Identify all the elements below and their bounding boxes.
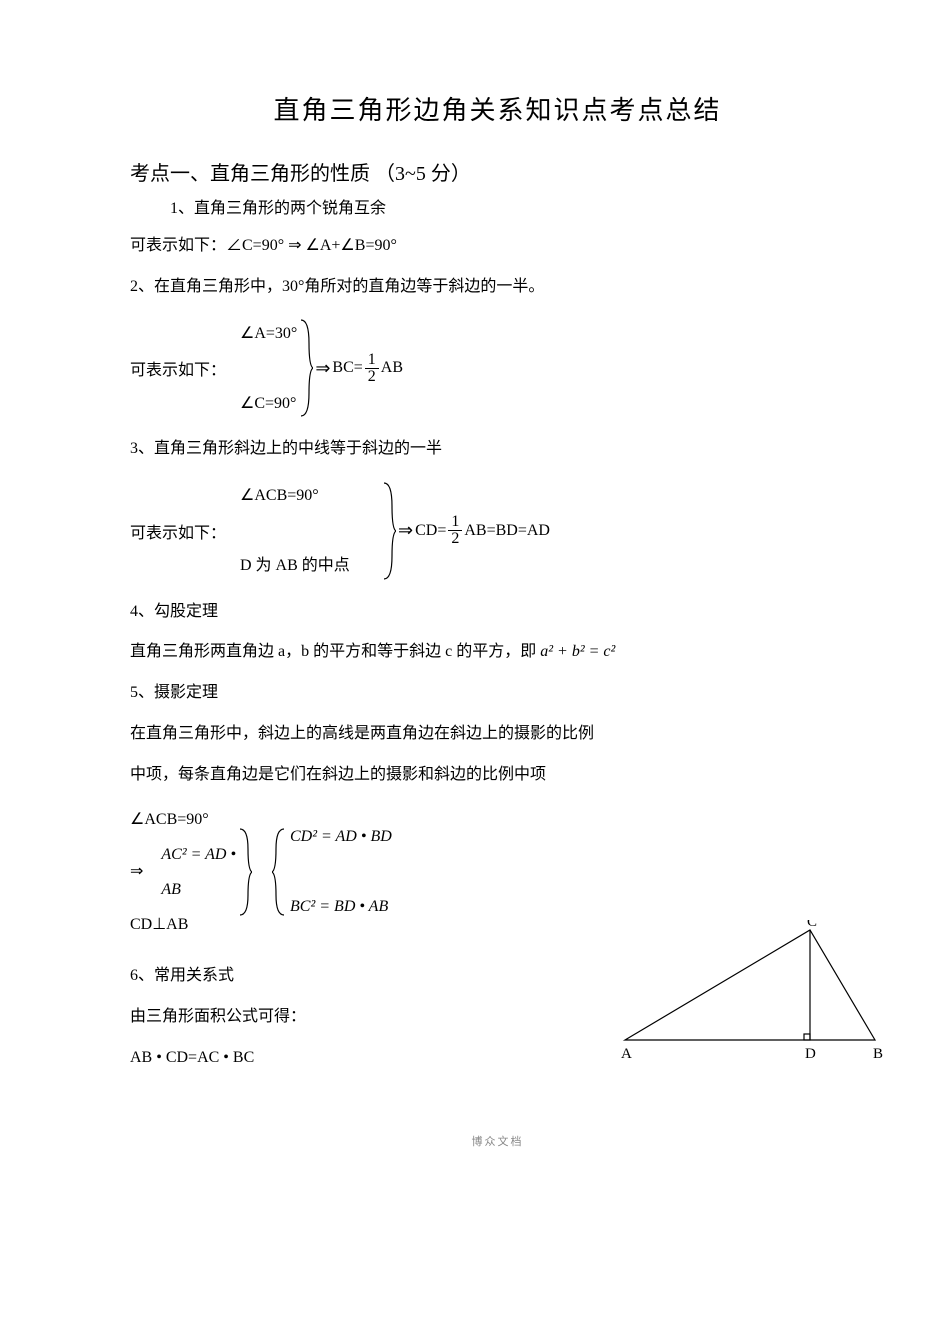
diagram-label-d: D [805, 1046, 816, 1062]
point-3-cond1: ∠ACB=90° [240, 478, 319, 513]
point-4-formula: a² + b² = c² [540, 643, 615, 660]
point-2-result-pre: BC= [332, 359, 362, 377]
diagram-label-b: B [873, 1046, 883, 1062]
brace-icon [238, 827, 252, 917]
p5-r2: BC² = BD • AB [290, 889, 388, 924]
point-2-result-post: AB [381, 359, 403, 377]
point-2: 2、在直角三角形中，30°角所对的直角边等于斜边的一半。 [130, 273, 865, 302]
diagram-label-a: A [621, 1046, 632, 1062]
point-3-label: 可表示如下： [130, 519, 240, 543]
frac-den: 2 [448, 531, 462, 547]
triangle-diagram: A B C D [615, 920, 895, 1070]
point-4-text: 直角三角形两直角边 a，b 的平方和等于斜边 c 的平方，即 a² + b² =… [130, 638, 865, 667]
point-5b: 中项，每条直角边是它们在斜边上的摄影和斜边的比例中项 [130, 761, 865, 790]
point-1: 1、直角三角形的两个锐角互余 [170, 194, 865, 218]
point-4: 4、勾股定理 [130, 598, 865, 627]
frac-den: 2 [365, 369, 379, 385]
diagram-label-c: C [807, 920, 817, 930]
p5-r1: CD² = AD • BD [290, 819, 392, 854]
point-2-label: 可表示如下： [130, 356, 240, 380]
point-2-formula: 可表示如下： ∠A=30° ∠C=90° ⇒ BC= 1 2 AB [130, 316, 865, 422]
arrow-icon: ⇒ [315, 358, 330, 379]
page-title: 直角三角形边角关系知识点考点总结 [130, 90, 865, 127]
point-3-result-post: AB=BD=AD [464, 522, 550, 540]
point-4-text-pre: 直角三角形两直角边 a，b 的平方和等于斜边 c 的平方，即 [130, 643, 536, 660]
p5-cond2: CD⊥AB [130, 907, 188, 942]
brace-icon [382, 481, 396, 581]
point-3-formula: 可表示如下： ∠ACB=90° D 为 AB 的中点 ⇒ CD= 1 2 AB=… [130, 478, 865, 584]
point-3-cond2: D 为 AB 的中点 [240, 548, 350, 583]
point-3-result-pre: CD= [415, 522, 446, 540]
point-2-cond1: ∠A=30° [240, 316, 297, 351]
point-5a: 在直角三角形中，斜边上的高线是两直角边在斜边上的摄影的比例 [130, 720, 865, 749]
footer-text: 博众文档 [130, 1133, 865, 1149]
frac-num: 1 [365, 352, 379, 369]
section-heading-1: 考点一、直角三角形的性质 （3~5 分） [130, 157, 865, 186]
p5-mid: AC² = AD • AB [161, 837, 240, 907]
point-1-expr: 可表示如下：∠C=90° ⇒ ∠A+∠B=90° [130, 232, 865, 261]
point-3: 3、直角三角形斜边上的中线等于斜边的一半 [130, 435, 865, 464]
p5-arrow: ⇒ [130, 854, 143, 889]
point-5: 5、摄影定理 [130, 679, 865, 708]
point-2-cond2: ∠C=90° [240, 386, 296, 421]
left-brace-icon [272, 827, 286, 917]
p5-cond1: ∠ACB=90° [130, 802, 209, 837]
brace-icon [299, 318, 313, 418]
frac-num: 1 [448, 514, 462, 531]
arrow-icon: ⇒ [398, 520, 413, 541]
